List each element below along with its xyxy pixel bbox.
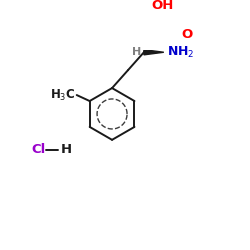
Text: H: H [132,47,141,57]
Text: Cl: Cl [31,143,46,156]
Text: OH: OH [152,0,174,12]
Polygon shape [144,50,164,55]
Text: H: H [60,143,72,156]
Text: O: O [182,28,193,41]
Text: NH$_2$: NH$_2$ [167,45,194,60]
Text: H$_3$C: H$_3$C [50,88,75,102]
